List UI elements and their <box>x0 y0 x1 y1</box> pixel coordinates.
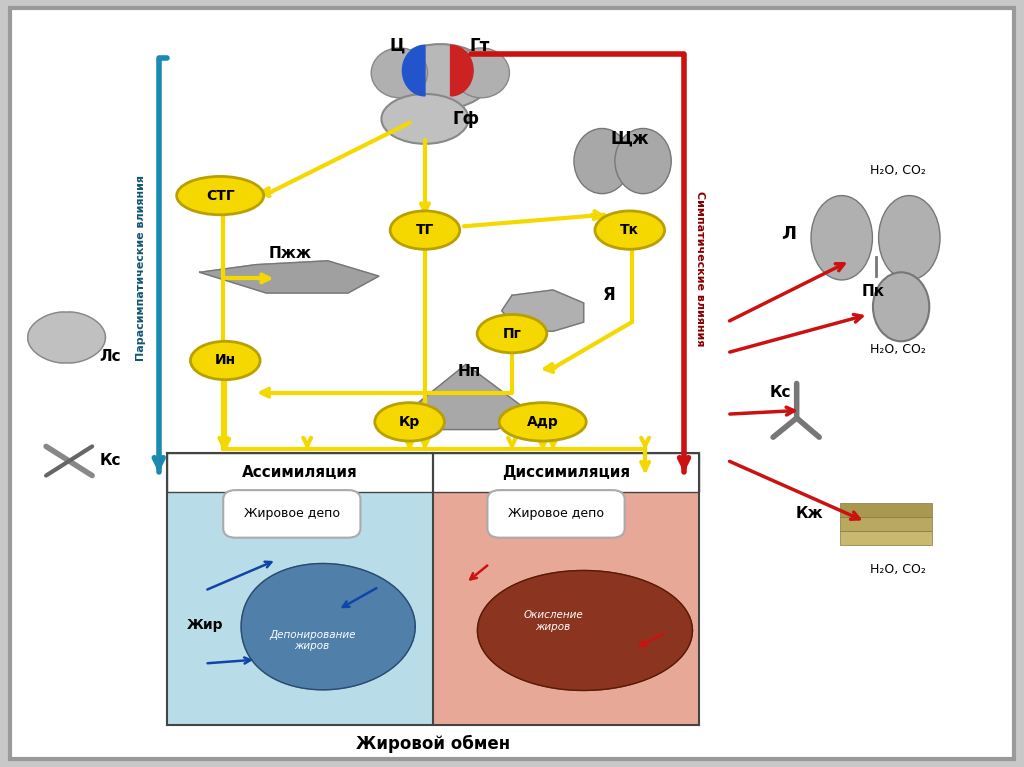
Polygon shape <box>28 312 105 363</box>
FancyBboxPatch shape <box>487 490 625 538</box>
Text: Щж: Щж <box>610 129 649 147</box>
Text: Ин: Ин <box>215 354 236 367</box>
Ellipse shape <box>879 196 940 280</box>
Ellipse shape <box>190 341 260 380</box>
Text: Пк: Пк <box>862 284 885 299</box>
Text: Кр: Кр <box>399 415 420 429</box>
Text: Депонирование
жиров: Депонирование жиров <box>269 630 355 651</box>
FancyBboxPatch shape <box>840 503 932 517</box>
Ellipse shape <box>614 128 672 194</box>
Text: СТГ: СТГ <box>206 189 234 202</box>
Text: Ц: Ц <box>389 37 406 55</box>
Text: Ассимиляция: Ассимиляция <box>242 465 358 480</box>
Text: Лс: Лс <box>99 349 121 364</box>
Ellipse shape <box>477 314 547 353</box>
Text: Гф: Гф <box>453 110 479 128</box>
FancyBboxPatch shape <box>223 490 360 538</box>
Ellipse shape <box>595 211 665 249</box>
Ellipse shape <box>500 403 586 441</box>
Ellipse shape <box>389 44 492 109</box>
FancyBboxPatch shape <box>167 453 433 725</box>
Text: Я: Я <box>603 286 615 304</box>
Polygon shape <box>200 261 379 293</box>
Text: H₂O, CO₂: H₂O, CO₂ <box>870 164 926 176</box>
Polygon shape <box>399 364 532 430</box>
Text: Л: Л <box>781 225 796 243</box>
Text: ТГ: ТГ <box>416 223 434 237</box>
Ellipse shape <box>381 94 468 144</box>
FancyBboxPatch shape <box>840 531 932 545</box>
Text: Кс: Кс <box>770 385 791 400</box>
Polygon shape <box>477 571 692 690</box>
Text: Симпатические влияния: Симпатические влияния <box>695 191 706 346</box>
Text: Нп: Нп <box>458 364 480 380</box>
Ellipse shape <box>453 48 510 98</box>
FancyBboxPatch shape <box>10 8 1014 759</box>
Ellipse shape <box>176 176 264 215</box>
Polygon shape <box>402 45 425 96</box>
Text: Адр: Адр <box>526 415 559 429</box>
Text: Диссимиляция: Диссимиляция <box>502 465 631 480</box>
Text: H₂O, CO₂: H₂O, CO₂ <box>870 563 926 575</box>
FancyBboxPatch shape <box>840 517 932 531</box>
Text: Кж: Кж <box>796 506 822 522</box>
Ellipse shape <box>872 272 930 341</box>
Text: Жировое депо: Жировое депо <box>244 508 340 520</box>
Ellipse shape <box>573 128 630 194</box>
Text: Кс: Кс <box>99 453 121 468</box>
Text: Тк: Тк <box>621 223 639 237</box>
Text: Окисление
жиров: Окисление жиров <box>523 611 583 632</box>
Text: Жировое депо: Жировое депо <box>508 508 604 520</box>
Ellipse shape <box>371 48 428 98</box>
Text: Гт: Гт <box>469 37 489 55</box>
Ellipse shape <box>811 196 872 280</box>
Text: Парасимпатические влияния: Парасимпатические влияния <box>136 176 146 361</box>
Text: Жир: Жир <box>186 618 223 632</box>
FancyBboxPatch shape <box>167 453 699 492</box>
Text: Пжж: Пжж <box>268 245 311 261</box>
Polygon shape <box>242 564 416 690</box>
Polygon shape <box>502 290 584 331</box>
Polygon shape <box>451 45 473 96</box>
Ellipse shape <box>390 211 460 249</box>
FancyBboxPatch shape <box>433 453 699 725</box>
Ellipse shape <box>375 403 444 441</box>
Text: H₂O, CO₂: H₂O, CO₂ <box>870 344 926 356</box>
Text: Пг: Пг <box>503 327 521 341</box>
Text: Жировой обмен: Жировой обмен <box>356 735 510 753</box>
